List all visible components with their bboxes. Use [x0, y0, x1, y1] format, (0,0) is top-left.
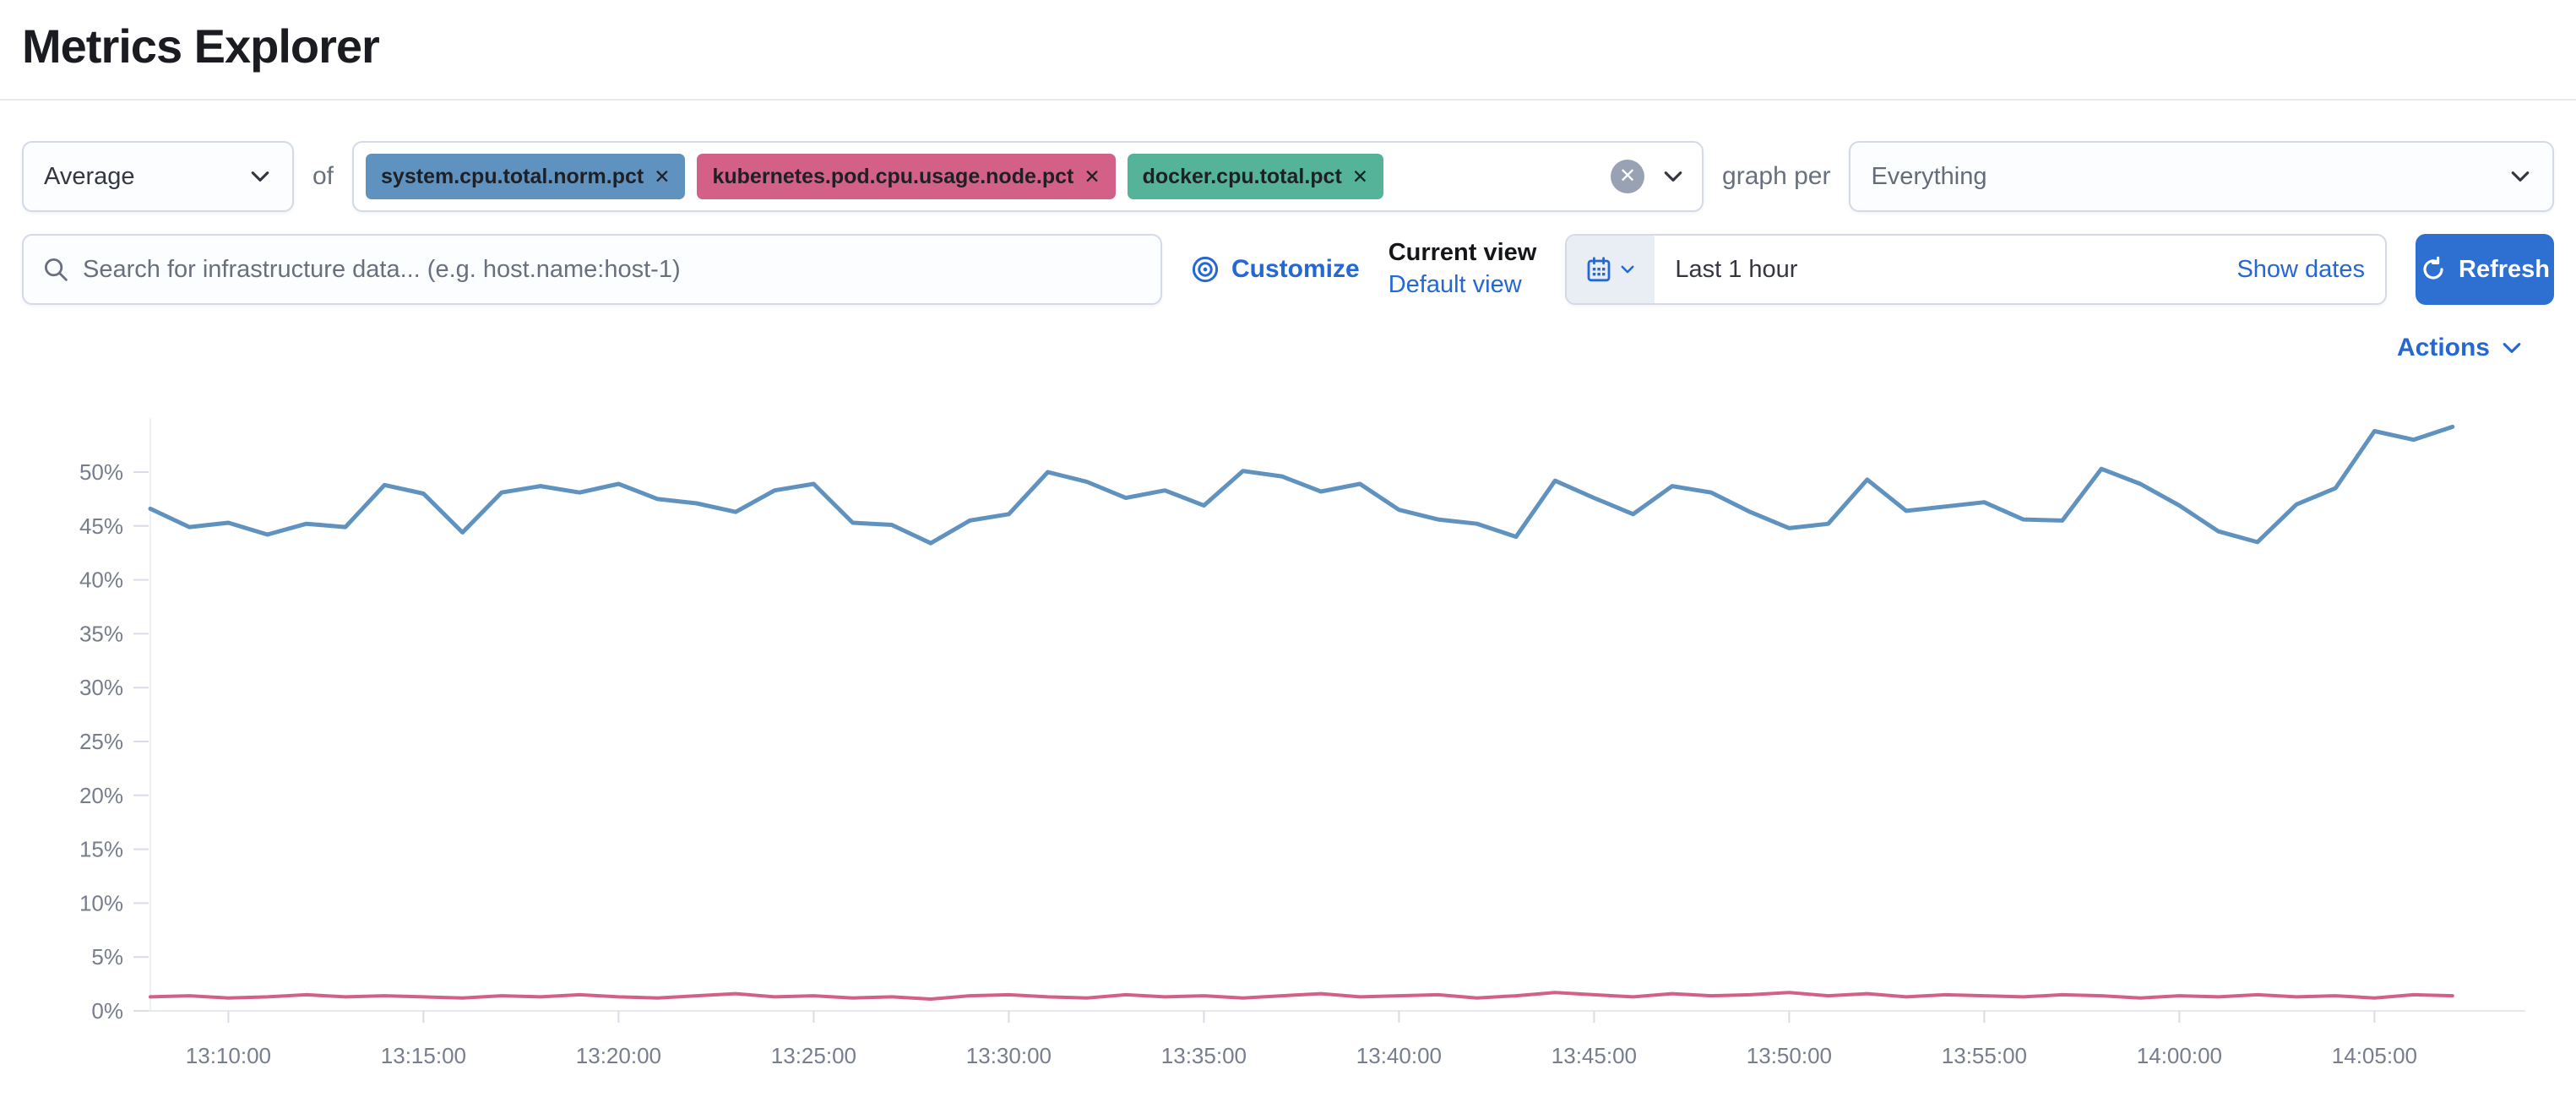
chart-container: 0% 5% 10% 15% 20% 25% 30% 35% 40% 45% 50% 13:10:00 1… — [0, 367, 2576, 1085]
group-by-select[interactable]: Everything — [1849, 141, 2554, 212]
x-axis-label: 13:55:00 — [1942, 1043, 2027, 1068]
calendar-icon — [1587, 257, 1611, 282]
bullseye-icon — [1192, 256, 1219, 283]
search-icon — [45, 258, 68, 281]
x-axis-label: 13:45:00 — [1552, 1043, 1637, 1068]
metric-controls-row: Average of system.cpu.total.norm.pct ✕ kub… — [0, 141, 2576, 212]
remove-metric-icon[interactable]: ✕ — [1084, 165, 1101, 187]
quick-select-button[interactable] — [1567, 236, 1655, 303]
search-row: Customize Current view Default view Last… — [0, 234, 2576, 305]
y-axis-label: 25% — [79, 729, 123, 754]
chevron-down-icon — [251, 171, 269, 182]
aggregation-select[interactable]: Average — [22, 141, 294, 212]
x-axis-label: 13:25:00 — [771, 1043, 856, 1068]
aggregation-value: Average — [44, 162, 135, 190]
refresh-label: Refresh — [2459, 255, 2550, 283]
refresh-button[interactable]: Refresh — [2416, 234, 2554, 305]
customize-label: Customize — [1231, 255, 1360, 283]
x-axis-label: 13:15:00 — [381, 1043, 466, 1068]
clear-selection-icon[interactable]: ✕ — [1611, 160, 1645, 193]
metric-badge-label: docker.cpu.total.pct — [1142, 164, 1342, 188]
search-input[interactable] — [83, 255, 1142, 284]
x-axis-label: 13:20:00 — [576, 1043, 661, 1068]
date-picker: Last 1 hour Show dates — [1565, 234, 2387, 305]
chevron-down-icon — [2503, 343, 2521, 353]
x-axis-label: 13:50:00 — [1747, 1043, 1832, 1068]
search-bar — [22, 234, 1162, 305]
remove-metric-icon[interactable]: ✕ — [654, 165, 671, 187]
chart-actions-row: Actions — [0, 334, 2576, 362]
refresh-icon — [2423, 256, 2443, 280]
y-axis-label: 10% — [79, 890, 123, 915]
series-line-0 — [148, 424, 2455, 546]
actions-label: Actions — [2396, 334, 2490, 361]
y-axis-label: 45% — [79, 513, 123, 539]
series-line-1 — [149, 991, 2454, 1001]
x-axis-label: 14:05:00 — [2332, 1043, 2417, 1068]
y-axis-label: 40% — [79, 568, 123, 593]
graph-per-label: graph per — [1722, 162, 1831, 190]
customize-button[interactable]: Customize — [1191, 255, 1360, 284]
y-axis-label: 20% — [79, 783, 123, 808]
y-axis-label: 0% — [91, 998, 123, 1024]
default-view-link[interactable]: Default view — [1388, 271, 1522, 298]
y-axis-label: 5% — [91, 944, 123, 970]
metric-badge-list: system.cpu.total.norm.pct ✕ kubernetes.pod… — [366, 154, 1384, 199]
metric-badge[interactable]: docker.cpu.total.pct ✕ — [1127, 154, 1384, 199]
chevron-down-icon[interactable] — [1661, 165, 1685, 188]
y-axis-label: 35% — [79, 621, 123, 646]
actions-menu-button[interactable]: Actions — [2397, 334, 2524, 362]
x-axis-label: 13:10:00 — [186, 1043, 271, 1068]
x-axis-label: 14:00:00 — [2137, 1043, 2222, 1068]
y-axis-label: 50% — [79, 459, 123, 485]
x-axis-label: 13:40:00 — [1356, 1043, 1442, 1068]
current-view-label: Current view — [1388, 239, 1537, 267]
metric-badge[interactable]: kubernetes.pod.cpu.usage.node.pct ✕ — [697, 154, 1116, 199]
view-selector: Current view Default view — [1388, 239, 1537, 299]
group-by-value: Everything — [1871, 162, 1987, 190]
show-dates-button[interactable]: Show dates — [2236, 255, 2365, 283]
y-axis-label: 15% — [79, 837, 123, 862]
metrics-chart[interactable]: 0% 5% 10% 15% 20% 25% 30% 35% 40% 45% 50% 13:10:00 1… — [0, 367, 2576, 1085]
metric-badge-label: kubernetes.pod.cpu.usage.node.pct — [712, 164, 1074, 188]
metric-badge-label: system.cpu.total.norm.pct — [381, 164, 644, 188]
of-label: of — [312, 162, 334, 190]
combobox-controls: ✕ — [1611, 160, 1685, 193]
x-axis-label: 13:35:00 — [1161, 1043, 1247, 1068]
remove-metric-icon[interactable]: ✕ — [1351, 165, 1369, 187]
y-axis-label: 30% — [79, 675, 123, 700]
time-range-value[interactable]: Last 1 hour — [1675, 255, 1798, 283]
metrics-combobox[interactable]: system.cpu.total.norm.pct ✕ kubernetes.pod… — [352, 141, 1704, 212]
chevron-down-icon — [1621, 265, 1634, 274]
page-header: Metrics Explorer — [0, 0, 2576, 100]
chevron-down-icon — [2511, 171, 2530, 182]
metric-badge[interactable]: system.cpu.total.norm.pct ✕ — [366, 154, 686, 199]
page-title: Metrics Explorer — [22, 19, 380, 73]
x-axis-label: 13:30:00 — [966, 1043, 1052, 1068]
